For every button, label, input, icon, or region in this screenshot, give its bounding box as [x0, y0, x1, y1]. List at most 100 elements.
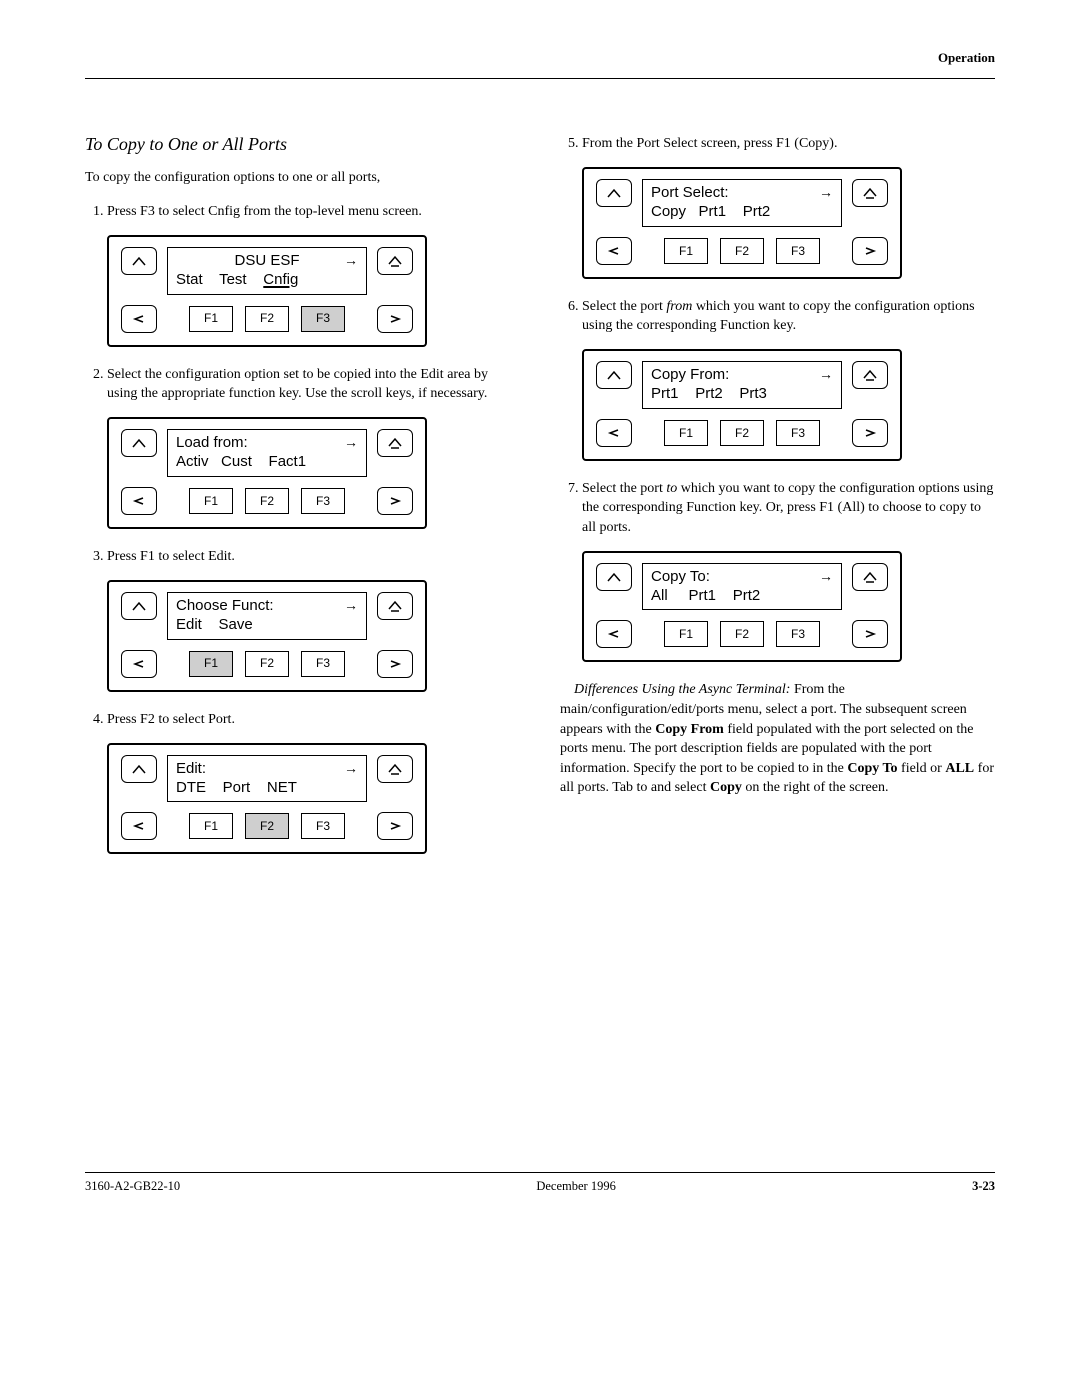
lcd-panel-load: → Load from: Activ Cust Fact1 — [107, 417, 427, 529]
lcd-panel-copyto: → Copy To: All Prt1 Prt2 — [582, 551, 902, 663]
right-icon[interactable] — [377, 487, 413, 515]
f3-button[interactable]: F3 — [301, 813, 345, 839]
step-5-text: From the Port Select screen, press F1 (C… — [582, 136, 837, 151]
lcd-line2: All Prt1 Prt2 — [651, 587, 833, 606]
left-column: To Copy to One or All Ports To copy the … — [85, 134, 520, 872]
lcd-display: → DSU ESF Stat Test Cnfig — [167, 247, 367, 295]
lcd-panel-portselect: → Port Select: Copy Prt1 Prt2 — [582, 167, 902, 279]
right-icon[interactable] — [852, 237, 888, 265]
async-terminal-paragraph: Differences Using the Async Terminal: Fr… — [560, 680, 995, 798]
down-icon[interactable] — [377, 755, 413, 783]
right-icon[interactable] — [377, 650, 413, 678]
f1-button[interactable]: F1 — [664, 621, 708, 647]
footer-doc-id: 3160-A2-GB22-10 — [85, 1179, 180, 1194]
lcd-scroll-arrow: → — [819, 568, 833, 586]
up-icon[interactable] — [596, 563, 632, 591]
down-icon[interactable] — [377, 429, 413, 457]
lcd-panel-copyfrom: → Copy From: Prt1 Prt2 Prt3 — [582, 349, 902, 461]
lcd-display: → Choose Funct: Edit Save — [167, 592, 367, 640]
left-icon[interactable] — [121, 487, 157, 515]
left-icon[interactable] — [121, 305, 157, 333]
lcd-display: → Copy From: Prt1 Prt2 Prt3 — [642, 361, 842, 409]
page-footer: 3160-A2-GB22-10 December 1996 3-23 — [85, 1172, 995, 1194]
f2-button[interactable]: F2 — [245, 651, 289, 677]
right-icon[interactable] — [852, 419, 888, 447]
f3-button[interactable]: F3 — [301, 306, 345, 332]
steps-left: Press F3 to select Cnfig from the top-le… — [85, 202, 520, 855]
step-5: From the Port Select screen, press F1 (C… — [582, 134, 995, 279]
lcd-line1: DSU ESF — [176, 252, 358, 271]
step-2: Select the configuration option set to b… — [107, 365, 520, 529]
f2-button[interactable]: F2 — [245, 306, 289, 332]
f1-button[interactable]: F1 — [664, 238, 708, 264]
right-column: From the Port Select screen, press F1 (C… — [560, 134, 995, 872]
lcd-panel-dsu: → DSU ESF Stat Test Cnfig — [107, 235, 427, 347]
lcd-scroll-arrow: → — [344, 434, 358, 452]
lcd-display: → Port Select: Copy Prt1 Prt2 — [642, 179, 842, 227]
f1-button[interactable]: F1 — [189, 813, 233, 839]
lcd-line2: DTE Port NET — [176, 779, 358, 798]
step-7-text: Select the port to which you want to cop… — [582, 481, 993, 535]
fkey-row: F1 F2 F3 — [167, 487, 367, 515]
f2-button[interactable]: F2 — [720, 238, 764, 264]
down-icon[interactable] — [852, 563, 888, 591]
f1-button[interactable]: F1 — [189, 488, 233, 514]
f1-button[interactable]: F1 — [189, 306, 233, 332]
f3-button[interactable]: F3 — [776, 621, 820, 647]
intro-text: To copy the configuration options to one… — [85, 169, 520, 188]
down-icon[interactable] — [377, 247, 413, 275]
fkey-row: F1 F2 F3 — [167, 305, 367, 333]
f2-button[interactable]: F2 — [245, 488, 289, 514]
header-rule — [85, 78, 995, 79]
f3-button[interactable]: F3 — [301, 488, 345, 514]
f2-button[interactable]: F2 — [720, 420, 764, 446]
right-icon[interactable] — [852, 620, 888, 648]
down-icon[interactable] — [852, 179, 888, 207]
footer-date: December 1996 — [536, 1179, 615, 1194]
left-icon[interactable] — [121, 812, 157, 840]
f1-button[interactable]: F1 — [189, 651, 233, 677]
left-icon[interactable] — [596, 237, 632, 265]
lcd-line2: Stat Test Cnfig — [176, 271, 358, 290]
down-icon[interactable] — [852, 361, 888, 389]
up-icon[interactable] — [121, 429, 157, 457]
down-icon[interactable] — [377, 592, 413, 620]
step-4: Press F2 to select Port. → Edit: DTE Por… — [107, 710, 520, 855]
header-section-label: Operation — [85, 50, 995, 66]
up-icon[interactable] — [121, 592, 157, 620]
left-icon[interactable] — [596, 620, 632, 648]
lcd-scroll-arrow: → — [344, 597, 358, 615]
step-1-text: Press F3 to select Cnfig from the top-le… — [107, 204, 422, 219]
f3-button[interactable]: F3 — [776, 420, 820, 446]
two-column-layout: To Copy to One or All Ports To copy the … — [85, 134, 995, 872]
up-icon[interactable] — [596, 361, 632, 389]
lcd-display: → Copy To: All Prt1 Prt2 — [642, 563, 842, 611]
fkey-row: F1 F2 F3 — [167, 650, 367, 678]
lcd-line1: Edit: — [176, 760, 358, 779]
footer-page-num: 3-23 — [972, 1179, 995, 1194]
f3-button[interactable]: F3 — [776, 238, 820, 264]
runin-heading: Differences Using the Async Terminal: — [574, 682, 790, 697]
left-icon[interactable] — [596, 419, 632, 447]
up-icon[interactable] — [596, 179, 632, 207]
f1-button[interactable]: F1 — [664, 420, 708, 446]
lcd-line1: Port Select: — [651, 184, 833, 203]
lcd-line2: Activ Cust Fact1 — [176, 453, 358, 472]
lcd-scroll-arrow: → — [819, 184, 833, 202]
step-7: Select the port to which you want to cop… — [582, 479, 995, 662]
left-icon[interactable] — [121, 650, 157, 678]
up-icon[interactable] — [121, 755, 157, 783]
f3-button[interactable]: F3 — [301, 651, 345, 677]
up-icon[interactable] — [121, 247, 157, 275]
right-icon[interactable] — [377, 305, 413, 333]
f2-button[interactable]: F2 — [245, 813, 289, 839]
step-4-text: Press F2 to select Port. — [107, 712, 235, 727]
right-icon[interactable] — [377, 812, 413, 840]
fkey-row: F1 F2 F3 — [167, 812, 367, 840]
step-3: Press F1 to select Edit. → Choose Funct:… — [107, 547, 520, 692]
lcd-scroll-arrow: → — [344, 252, 358, 270]
lcd-line1: Copy To: — [651, 568, 833, 587]
f2-button[interactable]: F2 — [720, 621, 764, 647]
lcd-display: → Load from: Activ Cust Fact1 — [167, 429, 367, 477]
lcd-line1: Choose Funct: — [176, 597, 358, 616]
